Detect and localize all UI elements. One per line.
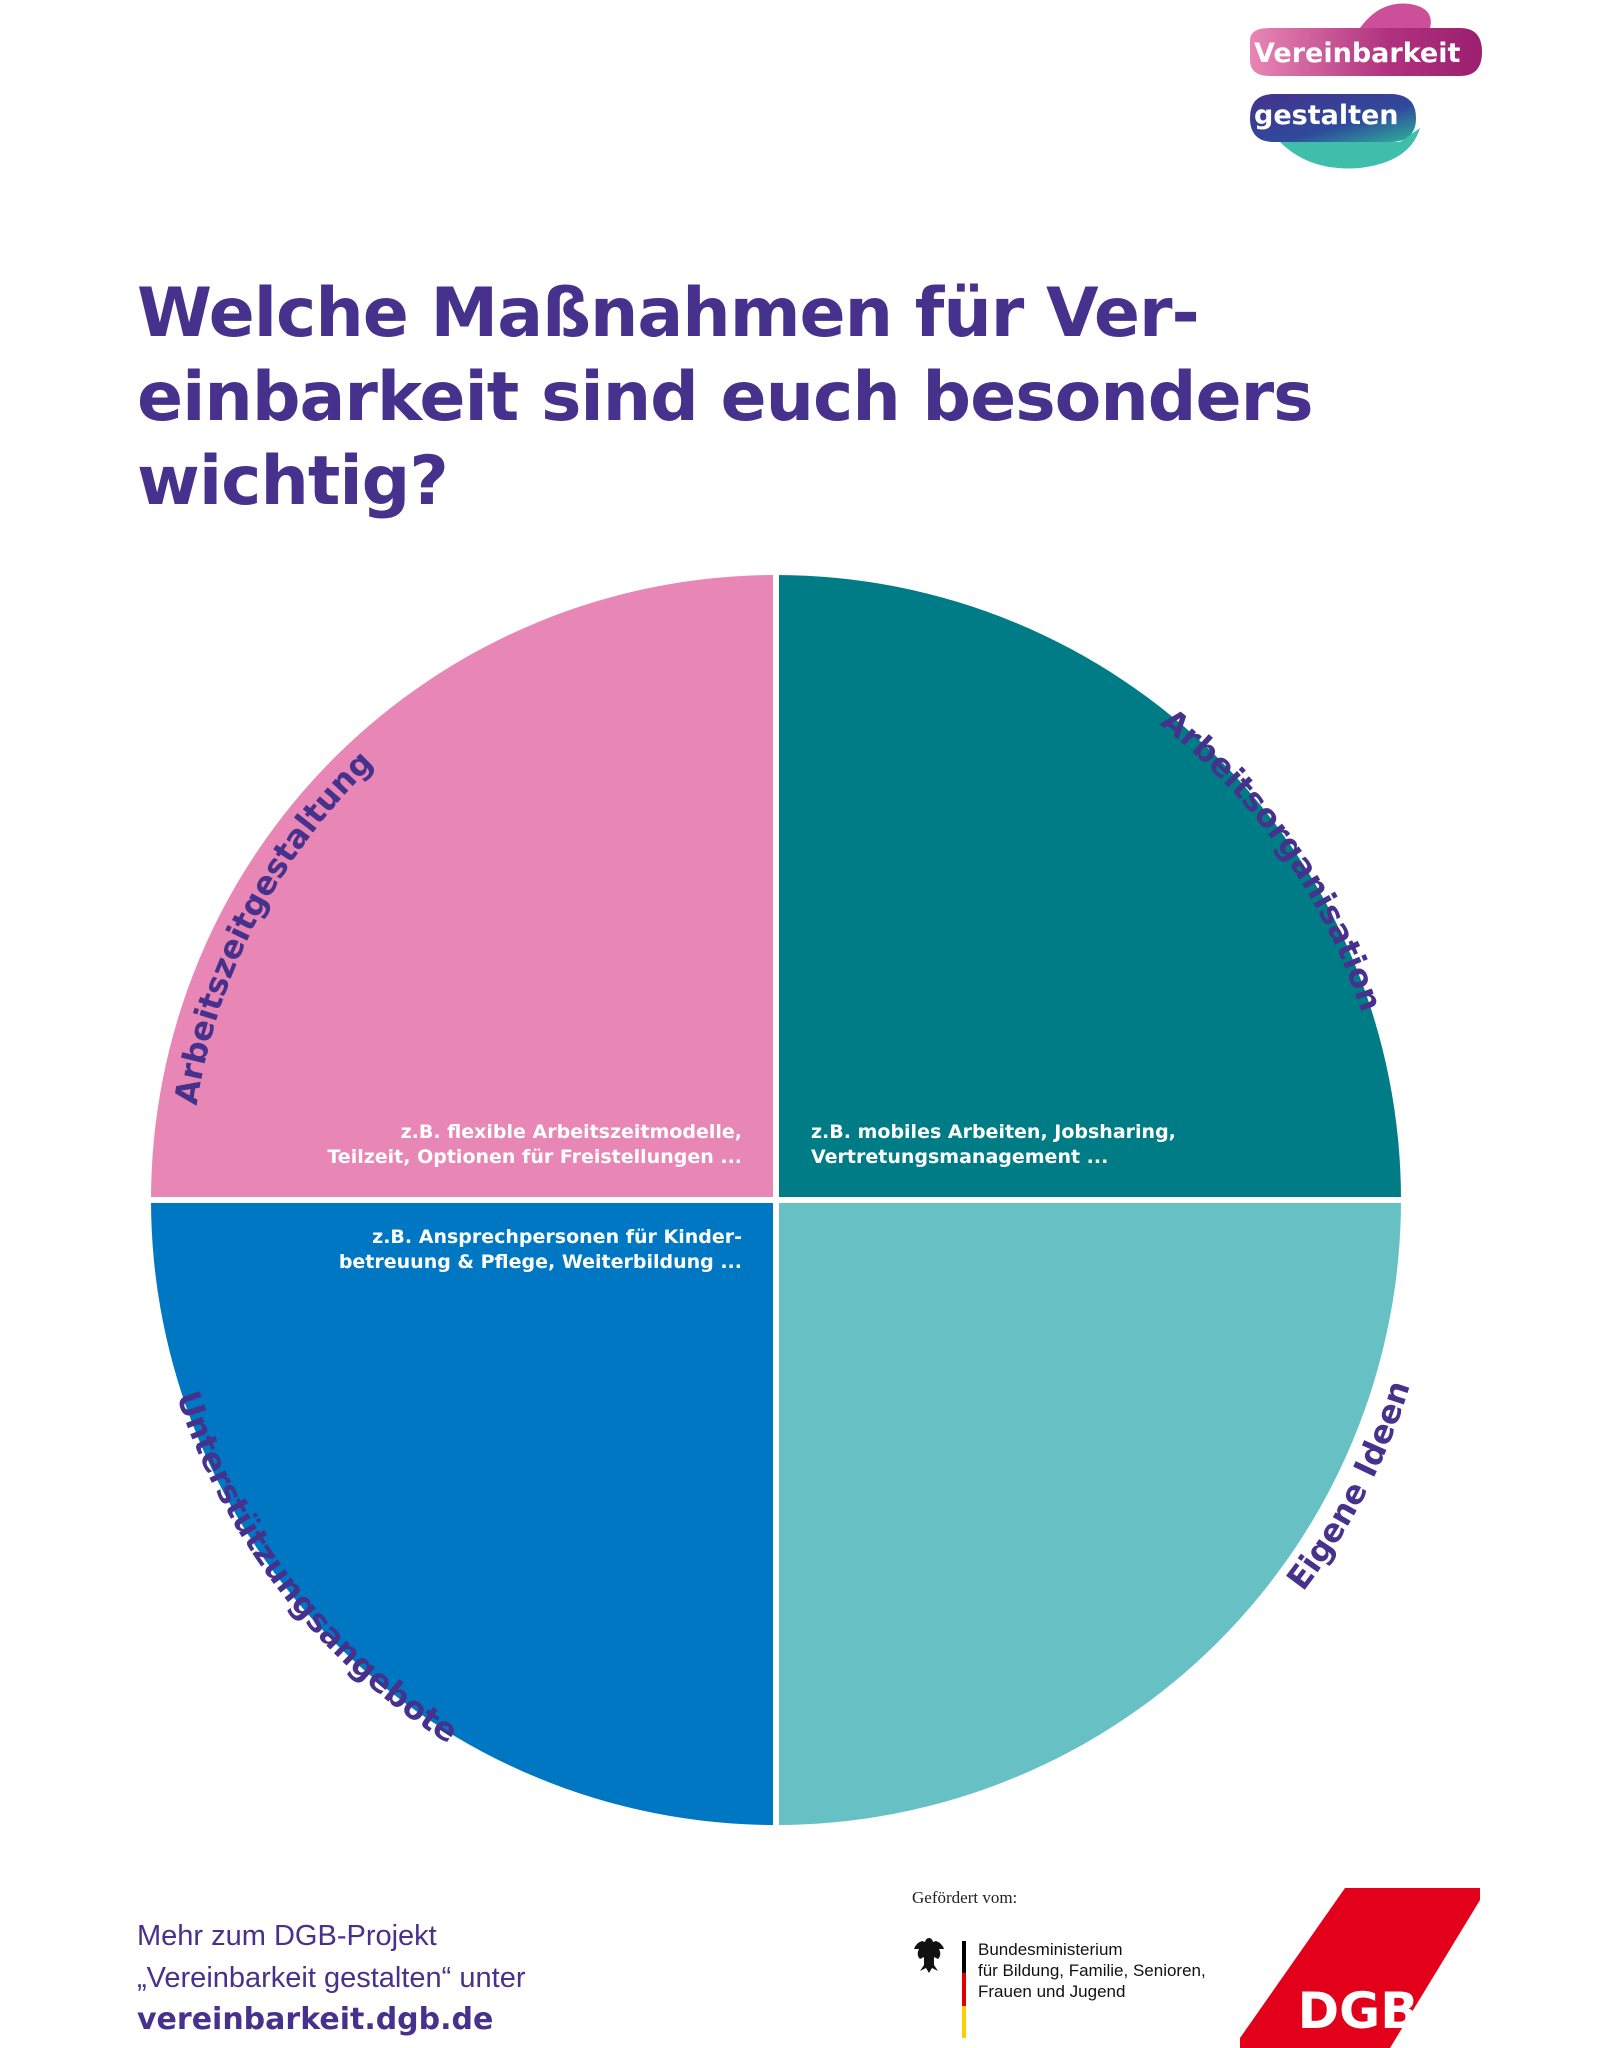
vereinbarkeit-gestalten-logo: Vereinbarkeit gestalten bbox=[1210, 0, 1510, 180]
footer-project-info: Mehr zum DGB-Projekt „Vereinbarkeit gest… bbox=[137, 1915, 526, 2041]
quadrant-arbeitszeitgestaltung bbox=[151, 575, 776, 1200]
quadrant-eigene-ideen bbox=[776, 1200, 1401, 1825]
logo-text-line1: Vereinbarkeit bbox=[1254, 38, 1461, 69]
dgb-logo-shape bbox=[1240, 1888, 1480, 2048]
quadrant-unterstuetzungsangebote bbox=[151, 1200, 776, 1825]
german-flag-bar bbox=[962, 1941, 966, 2039]
title-line-3: wichtig? bbox=[137, 442, 449, 521]
ministry-line1: Bundesministerium bbox=[978, 1940, 1123, 1959]
project-url-link[interactable]: vereinbarkeit.dgb.de bbox=[137, 2002, 494, 2037]
footer-info-line1: Mehr zum DGB-Projekt bbox=[137, 1920, 437, 1952]
page-title: Welche Maßnahmen für Ver- einbarkeit sin… bbox=[137, 272, 1437, 524]
ministry-line3: Frauen und Jugend bbox=[978, 1982, 1126, 2001]
hint-arbeitsorganisation-line2: Vertretungsmanagement ... bbox=[811, 1146, 1109, 1168]
hint-unterstuetzungsangebote-line2: betreuung & Pflege, Weiterbildung ... bbox=[338, 1251, 742, 1273]
funded-by-label: Gefördert vom: bbox=[912, 1888, 1018, 1907]
hint-unterstuetzungsangebote: z.B. Ansprechpersonen für Kinder- betreu… bbox=[339, 1225, 742, 1275]
hint-arbeitsorganisation: z.B. mobiles Arbeiten, Jobsharing, Vertr… bbox=[811, 1120, 1176, 1170]
hint-arbeitszeitgestaltung: z.B. flexible Arbeitszeitmodelle, Teilze… bbox=[327, 1120, 742, 1170]
logo-text-line2: gestalten bbox=[1254, 100, 1399, 131]
hint-arbeitszeitgestaltung-line1: z.B. flexible Arbeitszeitmodelle, bbox=[400, 1121, 742, 1143]
dgb-logo: DGB bbox=[1240, 1888, 1480, 2048]
ministry-logo: Bundesministerium für Bildung, Familie, … bbox=[912, 1935, 1252, 2045]
federal-eagle-icon bbox=[914, 1938, 944, 1973]
dgb-logo-text: DGB bbox=[1298, 1982, 1419, 2040]
logo-shapes bbox=[1250, 3, 1482, 169]
hint-unterstuetzungsangebote-line1: z.B. Ansprechpersonen für Kinder- bbox=[372, 1226, 742, 1248]
ministry-name: Bundesministerium für Bildung, Familie, … bbox=[978, 1939, 1206, 2002]
title-line-1: Welche Maßnahmen für Ver- bbox=[137, 274, 1200, 353]
quadrant-arbeitsorganisation bbox=[776, 575, 1401, 1200]
footer-info-line2: „Vereinbarkeit gestalten“ unter bbox=[137, 1962, 526, 1994]
ministry-line2: für Bildung, Familie, Senioren, bbox=[978, 1961, 1206, 1980]
title-line-2: einbarkeit sind euch besonders bbox=[137, 358, 1314, 437]
hint-arbeitszeitgestaltung-line2: Teilzeit, Optionen für Freistellungen ..… bbox=[327, 1146, 742, 1168]
hint-arbeitsorganisation-line1: z.B. mobiles Arbeiten, Jobsharing, bbox=[811, 1121, 1176, 1143]
